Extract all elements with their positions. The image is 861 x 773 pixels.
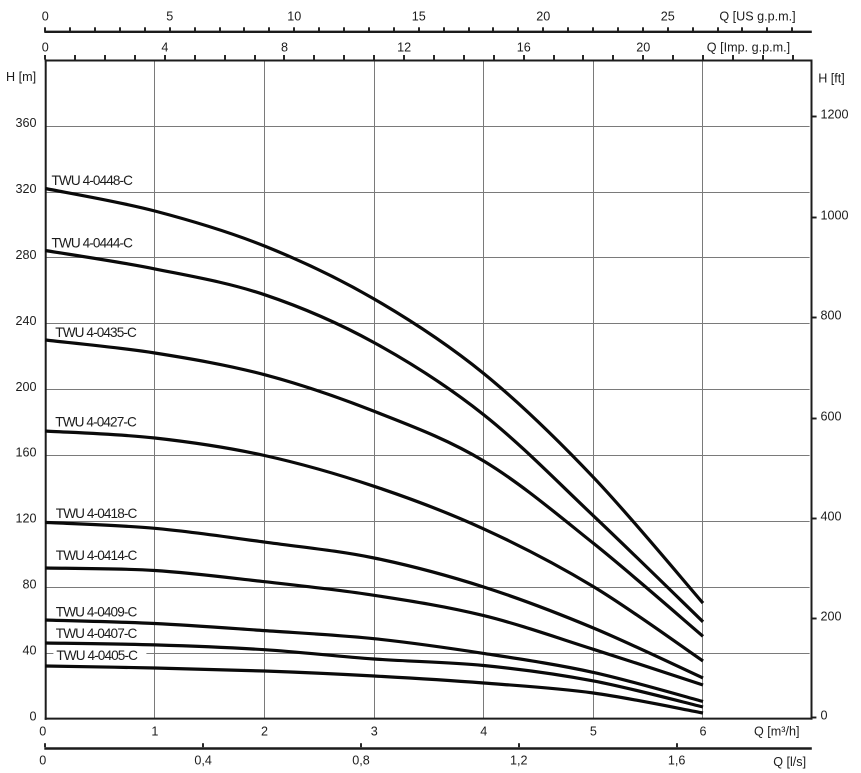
svg-text:6: 6 (699, 725, 706, 739)
svg-text:3: 3 (371, 725, 378, 739)
svg-text:Q [Imp. g.p.m.]: Q [Imp. g.p.m.] (707, 41, 790, 55)
svg-text:1: 1 (151, 725, 158, 739)
svg-text:12: 12 (397, 41, 411, 55)
svg-text:TWU 4-0409-C: TWU 4-0409-C (56, 604, 138, 619)
svg-text:0: 0 (29, 709, 36, 723)
svg-text:0,8: 0,8 (352, 754, 370, 768)
svg-text:0: 0 (42, 10, 49, 24)
svg-text:TWU 4-0444-C: TWU 4-0444-C (52, 236, 134, 251)
svg-text:0: 0 (39, 725, 46, 739)
svg-text:1000: 1000 (821, 208, 849, 222)
svg-text:1,6: 1,6 (668, 754, 686, 768)
svg-text:360: 360 (15, 116, 36, 130)
svg-text:16: 16 (517, 41, 531, 55)
svg-text:TWU 4-0435-C: TWU 4-0435-C (55, 325, 137, 340)
svg-text:2: 2 (261, 725, 268, 739)
svg-text:400: 400 (821, 509, 842, 523)
svg-text:40: 40 (22, 643, 36, 657)
svg-text:320: 320 (15, 182, 36, 196)
svg-text:800: 800 (821, 308, 842, 322)
svg-text:1,2: 1,2 (510, 754, 528, 768)
svg-text:0: 0 (42, 41, 49, 55)
svg-text:25: 25 (661, 10, 675, 24)
svg-text:TWU 4-0405-C: TWU 4-0405-C (56, 648, 138, 663)
svg-text:H [m]: H [m] (6, 70, 36, 84)
svg-text:4: 4 (161, 41, 168, 55)
svg-text:80: 80 (22, 578, 36, 592)
svg-text:4: 4 (480, 725, 487, 739)
svg-text:600: 600 (821, 409, 842, 423)
svg-text:160: 160 (15, 446, 36, 460)
svg-text:10: 10 (287, 10, 301, 24)
svg-text:0: 0 (821, 709, 828, 723)
svg-text:280: 280 (15, 248, 36, 262)
svg-text:200: 200 (15, 380, 36, 394)
svg-text:Q [US g.p.m.]: Q [US g.p.m.] (719, 10, 795, 24)
svg-text:20: 20 (636, 41, 650, 55)
svg-text:5: 5 (590, 725, 597, 739)
svg-text:0,4: 0,4 (194, 754, 212, 768)
svg-text:TWU 4-0414-C: TWU 4-0414-C (56, 548, 138, 563)
svg-text:20: 20 (536, 10, 550, 24)
svg-text:Q [l/s]: Q [l/s] (773, 755, 806, 769)
svg-text:TWU 4-0407-C: TWU 4-0407-C (56, 626, 138, 641)
svg-text:TWU 4-0427-C: TWU 4-0427-C (55, 414, 137, 429)
svg-text:240: 240 (15, 314, 36, 328)
svg-text:TWU 4-0418-C: TWU 4-0418-C (56, 506, 138, 521)
svg-text:Q [m³/h]: Q [m³/h] (754, 725, 799, 739)
svg-text:200: 200 (821, 609, 842, 623)
svg-text:1200: 1200 (821, 107, 849, 121)
svg-text:5: 5 (166, 10, 173, 24)
svg-text:TWU 4-0448-C: TWU 4-0448-C (52, 173, 134, 188)
svg-text:8: 8 (281, 41, 288, 55)
svg-text:120: 120 (15, 512, 36, 526)
svg-text:H [ft]: H [ft] (818, 72, 845, 86)
svg-text:0: 0 (39, 754, 46, 768)
svg-text:15: 15 (412, 10, 426, 24)
